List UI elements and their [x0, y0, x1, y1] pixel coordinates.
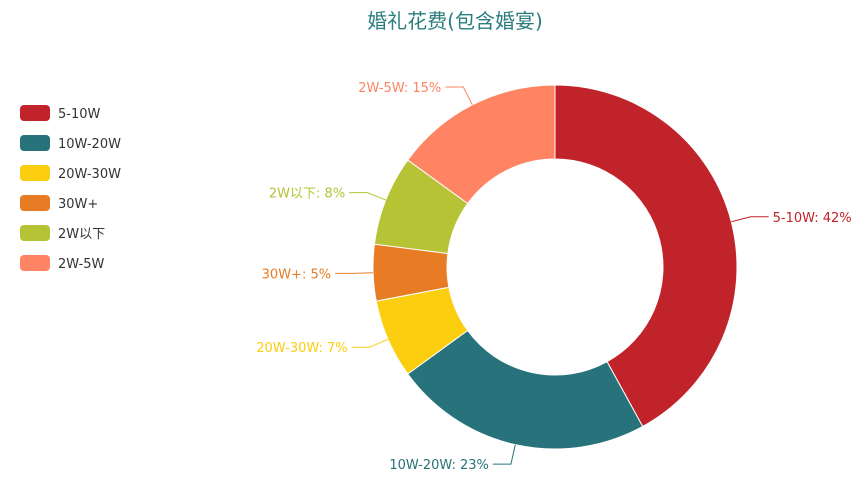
legend-swatch	[20, 195, 50, 211]
legend-swatch	[20, 255, 50, 271]
data-label-5-10W: 5-10W: 42%	[773, 211, 852, 226]
slices-group	[372, 84, 738, 450]
leader-line-30W+	[335, 272, 374, 274]
legend-label: 30W+	[58, 197, 98, 212]
data-label-2W-5W: 2W-5W: 15%	[358, 81, 441, 96]
data-label-20W-30W: 20W-30W: 7%	[256, 341, 347, 356]
legend-item-20W-30W[interactable]: 20W-30W	[20, 165, 121, 182]
legend-swatch	[20, 105, 50, 121]
slice-2W-5W[interactable]	[407, 84, 556, 205]
legend-item-5-10W[interactable]: 5-10W	[20, 105, 101, 122]
legend-item-2W-5W[interactable]: 2W-5W	[20, 255, 105, 272]
legend-label: 5-10W	[58, 107, 101, 122]
slice-5-10W[interactable]	[554, 84, 738, 428]
chart-title: 婚礼花费(包含婚宴)	[367, 9, 543, 33]
legend-label: 20W-30W	[58, 167, 121, 182]
data-label-30W+: 30W+: 5%	[262, 267, 331, 282]
legend-swatch	[20, 135, 50, 151]
slice-10W-20W[interactable]	[407, 329, 644, 450]
legend-swatch	[20, 225, 50, 241]
leader-line-2W以下	[349, 192, 386, 201]
data-label-10W-20W: 10W-20W: 23%	[389, 458, 489, 473]
slice-labels-group: 5-10W: 42% 10W-20W: 23% 20W-30W: 7% 30W+: 5…	[256, 81, 851, 473]
legend-item-30W+[interactable]: 30W+	[20, 195, 98, 212]
legend: 5-10W 10W-20W 20W-30W 30W+ 2W以下 2W-5W	[20, 105, 121, 272]
legend-label: 2W-5W	[58, 257, 105, 272]
data-label-2W以下: 2W以下: 8%	[269, 187, 345, 202]
leader-line-5-10W	[731, 216, 769, 223]
legend-item-2W以下[interactable]: 2W以下	[20, 225, 105, 242]
legend-label: 2W以下	[58, 227, 105, 242]
legend-swatch	[20, 165, 50, 181]
legend-item-10W-20W[interactable]: 10W-20W	[20, 135, 121, 152]
legend-label: 10W-20W	[58, 137, 121, 152]
leader-line-20W-30W	[351, 338, 389, 348]
leader-line-2W-5W	[445, 86, 473, 106]
leader-line-10W-20W	[492, 444, 516, 465]
